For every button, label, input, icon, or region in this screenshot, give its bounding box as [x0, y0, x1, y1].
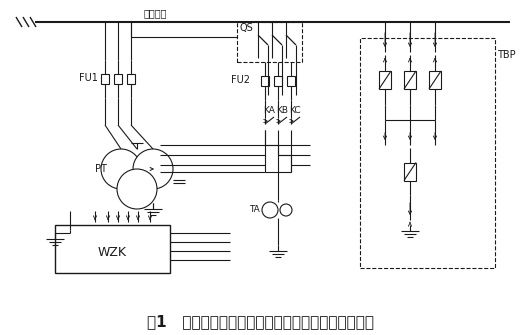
Text: 图1   消弧消谐选线及过电压保护综合装置电气原理图: 图1 消弧消谐选线及过电压保护综合装置电气原理图 — [147, 315, 374, 330]
Text: 系统母线: 系统母线 — [143, 8, 167, 18]
Bar — [114, 74, 122, 84]
Bar — [55, 225, 170, 273]
Text: WZK: WZK — [97, 246, 127, 259]
Circle shape — [262, 202, 278, 218]
Bar — [237, 22, 302, 62]
Bar — [127, 74, 135, 84]
Text: QS: QS — [240, 23, 254, 33]
Bar — [404, 162, 416, 181]
Bar — [429, 71, 441, 89]
Bar — [360, 38, 495, 268]
Text: FU2: FU2 — [231, 75, 250, 85]
Circle shape — [133, 149, 173, 189]
Bar — [379, 71, 391, 89]
Text: KA: KA — [263, 106, 275, 115]
Text: TBP: TBP — [497, 50, 515, 60]
Text: FU1: FU1 — [79, 73, 97, 83]
Circle shape — [280, 204, 292, 216]
Bar — [274, 76, 282, 86]
Text: KB: KB — [276, 106, 288, 115]
Bar — [101, 74, 109, 84]
Bar — [287, 76, 295, 86]
Text: TA: TA — [249, 205, 259, 214]
Bar — [404, 71, 416, 89]
Circle shape — [117, 169, 157, 209]
Circle shape — [101, 149, 141, 189]
Bar — [261, 76, 269, 86]
Text: PT: PT — [95, 164, 107, 174]
Text: KC: KC — [289, 106, 301, 115]
